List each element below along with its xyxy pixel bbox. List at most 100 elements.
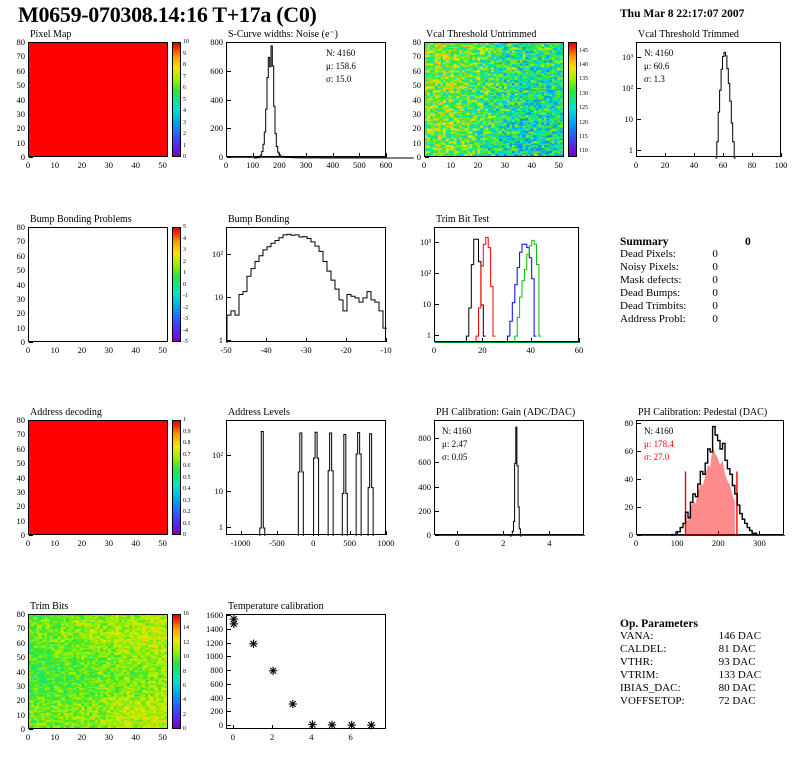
plot-trim-bit-test[interactable]: Trim Bit Test 0 20 40 60 1 10 10² 10³ bbox=[406, 214, 619, 364]
x-tick-label: 60 bbox=[574, 345, 584, 355]
x-tick-label: 500 bbox=[343, 538, 356, 548]
summary-row: Noisy Pixels: 0 bbox=[620, 261, 718, 274]
scatter-marker bbox=[327, 720, 337, 730]
plot-ph-calibration-gain[interactable]: PH Calibration: Gain (ADC/DAC) 0 2 4 0 200 400… bbox=[406, 407, 624, 557]
y-tick-mark bbox=[29, 420, 33, 421]
series-trimbit-1 bbox=[475, 236, 496, 343]
y-tick-mark bbox=[29, 227, 33, 228]
y-tick-mark bbox=[637, 450, 641, 452]
x-tick-label: 30 bbox=[104, 345, 114, 355]
y-tick-label: 60 bbox=[412, 65, 422, 76]
x-tick-label: 50 bbox=[158, 160, 167, 170]
y-tick-label: 10² bbox=[419, 267, 431, 278]
y-tick-label: 50 bbox=[16, 80, 26, 91]
plot-frame bbox=[226, 614, 386, 729]
y-tick-mark bbox=[227, 42, 231, 43]
color-bar-label: -2 bbox=[183, 304, 188, 311]
x-tick-mark bbox=[306, 338, 307, 342]
y-tick-label: 60 bbox=[624, 445, 634, 456]
plot-vcal-threshold-trimmed[interactable]: Vcal Threshold Trimmed 0 20 40 60 80 100 1 10 10²… bbox=[608, 29, 796, 179]
scatter-marker bbox=[308, 720, 317, 729]
summary-row: Mask defects: 0 bbox=[620, 274, 718, 287]
x-tick-mark bbox=[636, 531, 637, 535]
x-tick-label: 20 bbox=[478, 345, 487, 355]
x-tick-mark bbox=[28, 153, 29, 157]
op-parameters-table: VANA: 146 DAC CALDEL: 81 DAC VTHR: 93 DAC VTRI… bbox=[620, 630, 761, 708]
plot-canvas bbox=[435, 236, 580, 343]
y-tick-label: 0 bbox=[218, 719, 223, 730]
x-tick-label: 20 bbox=[77, 538, 87, 548]
plot-vcal-threshold-untrimmed[interactable]: Vcal Threshold Untrimmed 0 10 20 30 40 50 0 10 20… bbox=[396, 29, 604, 179]
op-parameters-heading: Op. Parameters bbox=[620, 618, 698, 630]
histogram-outline bbox=[510, 426, 522, 537]
summary-row-value: 0 bbox=[712, 274, 718, 286]
stat-annotation: σ: 1.3 bbox=[644, 74, 665, 84]
color-bar-label: 8 bbox=[183, 668, 186, 675]
scatter-marker bbox=[229, 619, 239, 629]
summary-block: Summary 0 Dead Pixels: 0 Noisy Pixels: 0 Mas… bbox=[620, 236, 751, 326]
x-tick-label: 0 bbox=[421, 160, 427, 170]
summary-row-label: Noisy Pixels: bbox=[620, 261, 679, 273]
summary-row-label: Dead Bumps: bbox=[620, 287, 681, 299]
address-peak bbox=[313, 431, 320, 536]
y-tick-mark bbox=[227, 711, 231, 713]
color-bar-label: 6 bbox=[183, 682, 186, 689]
color-bar-label: 0.7 bbox=[183, 451, 191, 458]
plot-title: Bump Bonding Problems bbox=[30, 214, 132, 225]
y-tick-label: 30 bbox=[16, 293, 26, 304]
y-tick-label: 800 bbox=[210, 665, 223, 676]
plot-trim-bits[interactable]: Trim Bits 0 10 20 30 40 50 0 10 20 30 40 50 60 70 80 0 2 4… bbox=[0, 601, 208, 751]
color-bar-label: 12 bbox=[183, 639, 189, 646]
x-tick-label: 2 bbox=[270, 732, 275, 742]
plot-bump-bonding-problems[interactable]: Bump Bonding Problems 0 10 20 30 40 50 0 10 20 30 4… bbox=[0, 214, 208, 364]
plot-title: Address decoding bbox=[30, 407, 102, 418]
x-tick-mark bbox=[781, 153, 782, 157]
y-tick-label: 70 bbox=[16, 236, 26, 247]
plot-pixel-map[interactable]: Pixel Map 0 10 20 30 40 50 0 10 20 30 40 50 60 70 80 0 1 2… bbox=[0, 29, 208, 179]
x-tick-label: 80 bbox=[747, 160, 757, 170]
scatter-marker bbox=[249, 639, 258, 648]
plot-bump-bonding[interactable]: Bump Bonding -50 -40 -30 -20 -10 1 10 10² bbox=[196, 214, 426, 364]
color-bar-label: 0 bbox=[183, 281, 186, 288]
scatter-marker bbox=[367, 721, 376, 730]
x-tick-label: 1000 bbox=[377, 538, 395, 548]
x-tick-label: 50 bbox=[158, 732, 167, 742]
x-tick-label: 0 bbox=[25, 345, 31, 355]
x-tick-label: 10 bbox=[446, 160, 456, 170]
y-tick-mark bbox=[425, 157, 429, 158]
x-tick-label: 40 bbox=[131, 538, 140, 548]
plot-title: S-Curve widths: Noise (e⁻) bbox=[228, 29, 338, 40]
y-tick-mark bbox=[227, 642, 231, 644]
plot-temperature-calibration[interactable]: Temperature calibration 0 2 4 6 0 200 400 600 800… bbox=[196, 601, 426, 751]
plot-address-decoding[interactable]: Address decoding 0 10 20 30 40 50 0 10 20 30 40 50 60… bbox=[0, 407, 208, 557]
y-tick-label: 0 bbox=[20, 530, 25, 540]
op-parameter-label: VTRIM: bbox=[620, 669, 659, 681]
plot-scurve-widths[interactable]: S-Curve widths: Noise (e⁻) 0 100 200 300 400 5… bbox=[196, 29, 426, 179]
x-tick-label: 10 bbox=[50, 160, 60, 170]
y-tick-mark bbox=[227, 656, 231, 658]
y-tick-mark bbox=[435, 335, 439, 337]
y-tick-label: 200 bbox=[210, 123, 223, 134]
x-tick-label: 20 bbox=[77, 160, 87, 170]
plot-title: Address Levels bbox=[228, 407, 290, 418]
plot-title: Vcal Threshold Untrimmed bbox=[426, 29, 537, 40]
plot-address-levels[interactable]: Address Levels -1000 -500 0 500 1000 1 10 10² bbox=[196, 407, 426, 557]
plot-ph-calibration-pedestal[interactable]: PH Calibration: Pedestal (DAC) 0 100 200 300… bbox=[608, 407, 796, 557]
address-peak bbox=[259, 431, 266, 536]
op-parameter-row: VTHR: 93 DAC bbox=[620, 656, 761, 669]
summary-row-value: 0 bbox=[712, 248, 718, 260]
plot-frame bbox=[434, 420, 584, 535]
y-tick-mark bbox=[637, 506, 641, 508]
plot-canvas bbox=[637, 425, 785, 536]
y-tick-mark bbox=[227, 526, 231, 528]
x-tick-label: 40 bbox=[526, 345, 535, 355]
plot-canvas bbox=[226, 233, 387, 343]
color-bar-label: 0.2 bbox=[183, 509, 191, 515]
x-tick-label: 0 bbox=[633, 160, 639, 170]
pedestal-fit-fill bbox=[685, 446, 735, 536]
y-tick-label: 30 bbox=[412, 108, 422, 119]
color-bar-label: 4 bbox=[183, 108, 186, 114]
y-tick-mark bbox=[227, 296, 231, 298]
color-bar bbox=[172, 227, 181, 342]
color-bar-label: 5 bbox=[183, 224, 186, 230]
